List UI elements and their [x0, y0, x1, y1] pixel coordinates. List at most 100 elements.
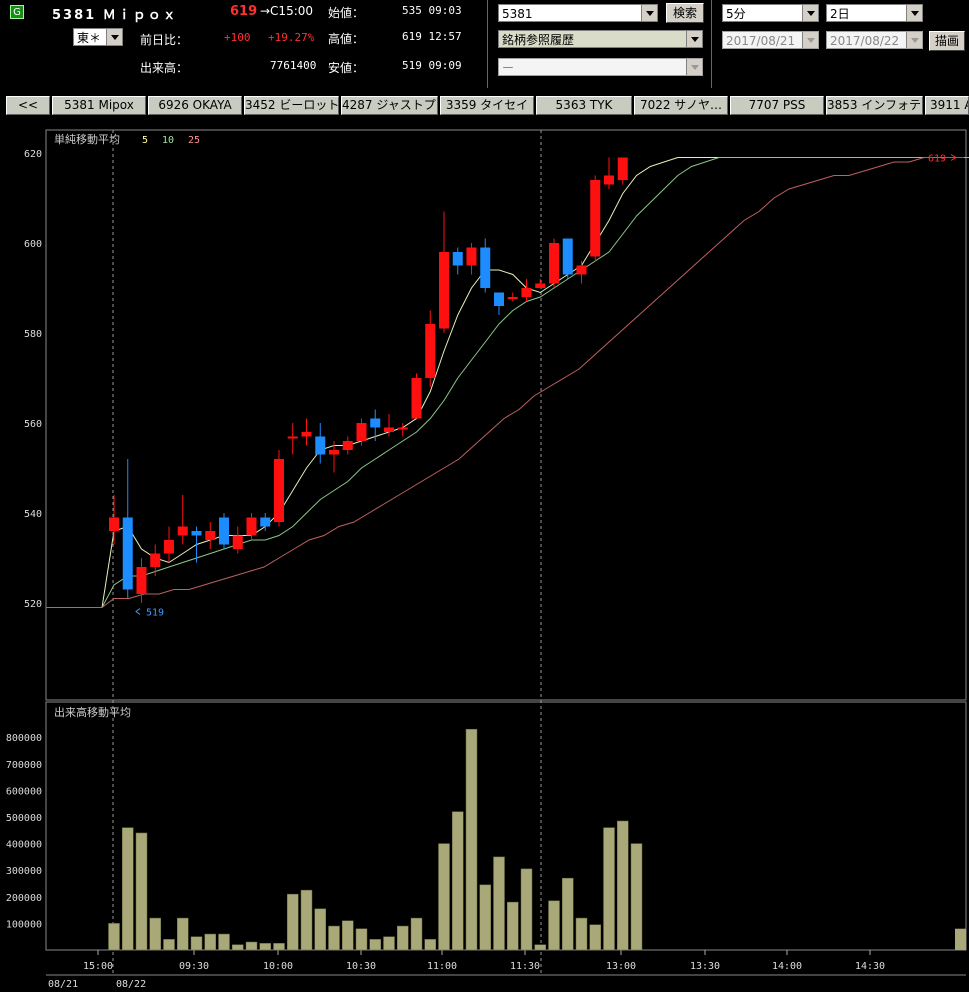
- candle-body: [425, 324, 436, 378]
- candle-body: [260, 517, 271, 527]
- tab-stock[interactable]: 7707 PSS: [730, 96, 824, 115]
- volume-bar: [383, 936, 395, 951]
- time-tick-label: 11:00: [427, 961, 457, 972]
- price-tick-label: 580: [24, 329, 42, 340]
- volume-bar: [190, 936, 203, 951]
- change-value: +100: [224, 31, 251, 44]
- volume-label: 出来高：: [140, 61, 189, 75]
- tab-stock[interactable]: 6926 OKAYA: [148, 96, 242, 115]
- volume-bar: [507, 901, 519, 951]
- history-value: 銘柄参照履歴: [502, 33, 575, 47]
- draw-button[interactable]: 描画: [929, 31, 965, 51]
- volume-axis: 800000 700000 600000 500000 400000 300000 2000…: [6, 733, 42, 930]
- volume-bar: [287, 893, 299, 951]
- price-axis: 620 600 580 560 540 520: [24, 149, 42, 610]
- chevron-down-icon[interactable]: [906, 32, 922, 48]
- chevron-down-icon[interactable]: [686, 31, 702, 47]
- chevron-down-icon[interactable]: [802, 5, 818, 21]
- candle-body: [329, 450, 339, 455]
- tab-stock[interactable]: 3853 インフォテリ: [826, 96, 923, 115]
- volume-bar: [617, 820, 629, 951]
- volume-bar: [177, 917, 189, 951]
- candle-body: [246, 517, 257, 536]
- candle-body: [480, 247, 491, 288]
- stock-code-input[interactable]: 5381: [498, 4, 658, 22]
- ma-period-25: 25: [188, 135, 200, 146]
- chevron-down-icon[interactable]: [686, 59, 702, 75]
- volume-bar: [108, 923, 120, 951]
- price-volume-chart[interactable]: 単純移動平均 5 10 25 出来高移動平均 620 600 580 560 540 52…: [0, 126, 969, 992]
- volume-tick-label: 800000: [6, 733, 42, 744]
- volume-bar: [534, 944, 546, 951]
- open-value: 535 09:03: [402, 4, 462, 17]
- volume-tick-label: 700000: [6, 760, 42, 771]
- volume-bar: [630, 843, 643, 951]
- volume-tick-label: 300000: [6, 866, 42, 877]
- candle-body: [356, 423, 367, 441]
- candle-body: [177, 526, 188, 536]
- tab-scroll-left[interactable]: <<: [6, 96, 50, 115]
- change-percent: +19.27%: [268, 31, 315, 44]
- chevron-down-icon[interactable]: [106, 29, 122, 45]
- chevron-down-icon[interactable]: [641, 5, 657, 21]
- stock-tab-bar: << 5381 Mipox 6926 OKAYA 3452 ビーロット 4287…: [0, 94, 969, 118]
- tab-stock[interactable]: 7022 サノヤ…: [634, 96, 728, 115]
- last-price-marker: 619: [928, 154, 946, 165]
- interval-select[interactable]: 5分: [722, 4, 819, 22]
- volume-bar: [342, 920, 354, 951]
- candle-body: [549, 243, 559, 284]
- tab-stock[interactable]: 5363 TYK: [536, 96, 632, 115]
- exchange-select[interactable]: 東＊: [73, 28, 123, 46]
- time-axis: 15:00 09:30 10:00 10:30 11:00 11:30 13:00 13:30…: [48, 950, 885, 990]
- stock-code-value: 5381: [502, 7, 533, 21]
- tab-stock[interactable]: 3359 タイセイ: [440, 96, 534, 115]
- candle-body: [301, 432, 312, 437]
- date-label: 08/22: [116, 979, 146, 990]
- candle-body: [232, 535, 243, 549]
- candle-body: [576, 265, 587, 275]
- chevron-down-icon[interactable]: [906, 5, 922, 21]
- time-tick-label: 09:30: [179, 961, 209, 972]
- date-from-picker[interactable]: 2017/08/21: [722, 31, 819, 49]
- price-tick-label: 540: [24, 509, 42, 520]
- span-select[interactable]: 2日: [826, 4, 923, 22]
- ma10-line: [46, 157, 969, 608]
- search-button[interactable]: 検索: [666, 3, 704, 23]
- volume-bar: [955, 928, 966, 950]
- date-from-value: 2017/08/21: [726, 34, 796, 48]
- volume-bar: [163, 939, 175, 951]
- date-to-picker[interactable]: 2017/08/22: [826, 31, 923, 49]
- volume-bar: [259, 943, 271, 951]
- candle-body: [274, 459, 284, 522]
- sub-select[interactable]: ー: [498, 58, 703, 76]
- price-markers: 619 519: [135, 154, 964, 619]
- chevron-down-icon[interactable]: [802, 32, 818, 48]
- sub-select-value: ー: [502, 61, 515, 75]
- chart-frame: [45, 129, 967, 976]
- time-tick-label: 14:30: [855, 961, 885, 972]
- candle-body: [590, 180, 601, 257]
- date-to-value: 2017/08/22: [830, 34, 900, 48]
- tab-stock[interactable]: 5381 Mipox: [52, 96, 146, 115]
- price-tick-label: 600: [24, 239, 42, 250]
- volume-bar: [589, 924, 601, 951]
- time-tick-label: 10:30: [346, 961, 376, 972]
- volume-bar: [410, 917, 423, 951]
- tab-stock[interactable]: 3911 A: [925, 96, 969, 115]
- candle-body: [452, 252, 463, 266]
- price-panel-title: 単純移動平均: [54, 132, 120, 146]
- volume-tick-label: 500000: [6, 813, 42, 824]
- history-select[interactable]: 銘柄参照履歴: [498, 30, 703, 48]
- volume-bar: [369, 939, 381, 951]
- volume-bar: [135, 832, 148, 951]
- candle-body: [109, 517, 119, 531]
- tab-stock[interactable]: 4287 ジャストプラ: [341, 96, 438, 115]
- volume-bar: [479, 884, 491, 951]
- candle-body: [342, 441, 353, 450]
- candle-body: [150, 553, 161, 567]
- price-tick-label: 620: [24, 149, 42, 160]
- tab-stock[interactable]: 3452 ビーロット: [244, 96, 339, 115]
- low-label: 安値：: [328, 61, 365, 75]
- exchange-value: 東＊: [77, 31, 102, 45]
- candle-body: [507, 297, 518, 299]
